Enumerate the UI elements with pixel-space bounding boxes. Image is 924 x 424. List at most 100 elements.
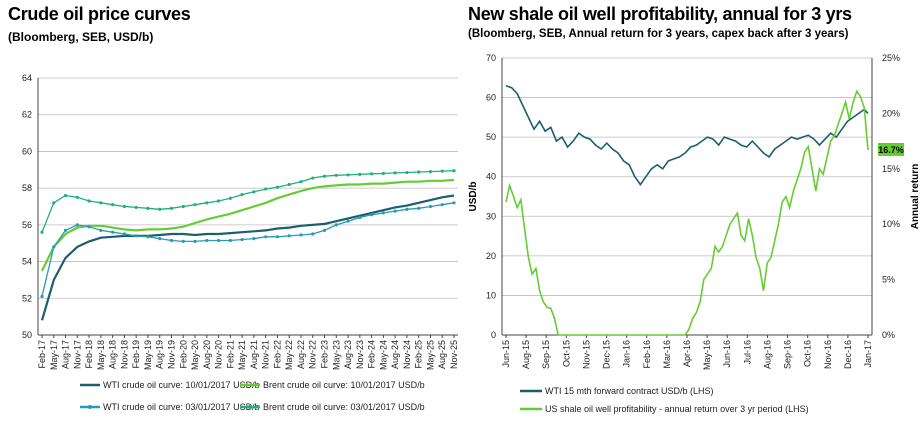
x-tick-label: Aug-20 [202, 340, 212, 369]
series-line-2 [41, 202, 455, 297]
series-point-3 [228, 196, 232, 200]
x-tick-label: Aug-24 [390, 340, 400, 369]
series-point-2 [287, 234, 291, 238]
y-tick-label: 0 [491, 330, 496, 340]
shale-profitability-chart: 0 10 20 30 40 50 60 70 0% 5% 10% 15% 20% 25% USD/b Annu… [468, 53, 921, 414]
x-tick-label: Nov-21 [261, 340, 271, 369]
series-point-3 [428, 170, 433, 174]
x-tick-label: Jul-16 [742, 340, 752, 365]
y-tick-label: 50 [486, 132, 496, 142]
series-point-3 [63, 193, 68, 198]
series-point-2 [428, 204, 433, 209]
series-line-3 [41, 170, 455, 233]
series-point-3 [264, 187, 268, 191]
y-tick-label: 52 [22, 293, 32, 303]
series-point-3 [169, 206, 174, 210]
series-point-3 [381, 171, 385, 176]
x-tick-label: Aug-22 [296, 340, 306, 369]
series-point-2 [275, 235, 280, 239]
series-point-3 [40, 230, 44, 234]
y-right-axis-label: Annual return [910, 164, 921, 230]
x-tick-label: Aug-18 [108, 340, 118, 369]
right-chart-subtitle: (Bloomberg, SEB, Annual return for 3 yea… [468, 28, 849, 40]
legend-marker-3 [248, 405, 252, 409]
series-point-3 [193, 203, 197, 207]
series-point-2 [252, 237, 256, 241]
series-point-3 [405, 170, 409, 175]
series-point-2 [334, 223, 338, 227]
x-tick-label: Nov-24 [402, 340, 412, 369]
y-tick-label: 10 [486, 290, 496, 300]
series-point-3 [311, 176, 315, 180]
y-right-tick-label: 25% [882, 53, 900, 63]
series-line-1 [41, 178, 455, 272]
series-point-2 [240, 237, 244, 242]
legend-label-0: WTI crude oil curve: 10/01/2017 USD/b [103, 380, 260, 390]
x-tick-label: May-20 [190, 340, 200, 370]
series-point-2 [228, 238, 232, 243]
series-point-3 [240, 192, 244, 197]
right-chart-panel: New shale oil well profitability, annual… [462, 0, 924, 424]
series-point-2 [158, 237, 162, 241]
x-tick-label: Feb-23 [320, 340, 330, 369]
series-point-2 [169, 238, 174, 243]
series-point-2 [405, 207, 409, 211]
series-point-2 [40, 294, 44, 299]
series-point-3 [87, 199, 91, 203]
right-chart-title: New shale oil well profitability, annual… [468, 4, 852, 24]
x-tick-label: Nov-23 [355, 340, 365, 369]
y-right-tick-label: 5% [882, 275, 895, 285]
series-point-2 [381, 211, 385, 215]
series-point-2 [205, 238, 209, 243]
series-point-3 [417, 170, 421, 174]
series-point-2 [311, 232, 315, 236]
x-tick-label: Feb-20 [178, 340, 188, 369]
x-tick-label: Nov-20 [214, 340, 224, 369]
annotation-label: 16.7% [878, 145, 904, 155]
y-tick-label: 70 [486, 53, 496, 63]
left-chart-panel: Crude oil price curves (Bloomberg, SEB, … [8, 4, 459, 412]
y-axis-label: USD/b [468, 182, 479, 212]
series-point-3 [52, 201, 56, 205]
x-tick-label: Aug-17 [61, 340, 71, 369]
x-tick-label: Aug-25 [437, 340, 447, 369]
series-point-3 [252, 190, 256, 194]
series-point-3 [122, 204, 126, 209]
series-point-3 [275, 185, 280, 189]
series-point-3 [181, 204, 185, 209]
y-tick-label: 30 [486, 211, 496, 221]
x-tick-label: Jun-16 [722, 340, 732, 368]
x-tick-label: May-17 [49, 340, 59, 370]
x-tick-label: Dec-15 [602, 340, 612, 369]
x-tick-label: Feb-18 [84, 340, 94, 369]
series-point-2 [193, 239, 197, 243]
x-tick-label: Feb-24 [367, 340, 377, 369]
series-point-3 [358, 172, 362, 176]
series-point-3 [299, 180, 303, 184]
y-tick-label: 50 [22, 330, 32, 340]
series-point-2 [75, 223, 79, 227]
series-point-3 [334, 173, 338, 177]
x-tick-label: Aug-19 [155, 340, 165, 369]
series-line-1 [505, 89, 869, 336]
series-point-2 [264, 235, 268, 239]
x-tick-label: Aug-23 [343, 340, 353, 369]
series-point-3 [146, 206, 150, 210]
legend-marker-2 [88, 405, 92, 409]
x-tick-label: May-22 [284, 340, 294, 370]
y-tick-label: 60 [486, 93, 496, 103]
series-point-2 [452, 201, 456, 205]
x-tick-label: Nov-18 [119, 340, 129, 369]
series-point-2 [87, 225, 91, 229]
series-point-2 [134, 234, 138, 238]
x-tick-label: Sep-15 [541, 340, 551, 369]
legend-label-0: WTI 15 mth forward contract USD/b (LHS) [545, 386, 714, 396]
legend-label-1: Brent crude oil curve: 10/01/2017 USD/b [263, 380, 425, 390]
x-tick-label: Aug-16 [762, 340, 772, 369]
x-tick-label: May-21 [237, 340, 247, 370]
series-point-2 [216, 238, 221, 243]
series-point-2 [111, 230, 115, 234]
series-point-3 [111, 203, 115, 207]
x-tick-label: Nov-19 [166, 340, 176, 369]
x-tick-label: Feb-21 [225, 340, 235, 369]
